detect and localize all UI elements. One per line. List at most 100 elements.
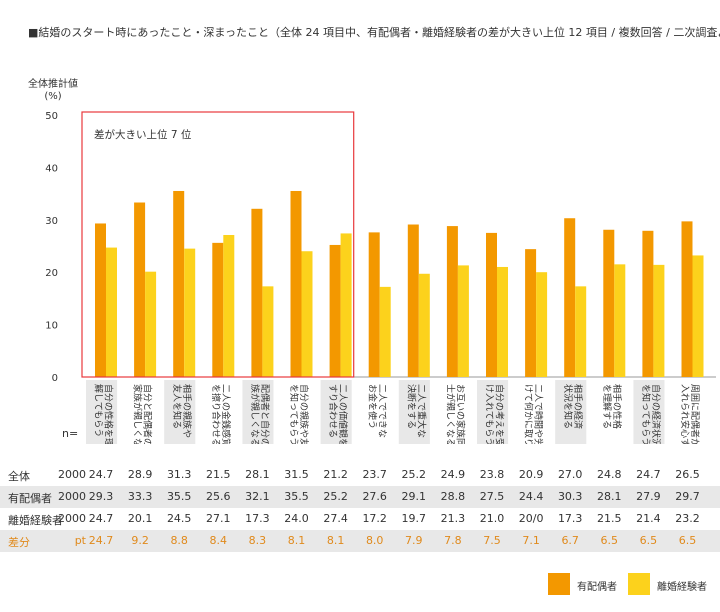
category-band <box>164 380 196 444</box>
bar <box>486 232 497 377</box>
x-tick-label: 相手の親族や友人を知る <box>171 384 193 438</box>
table-cell: 8.1 <box>326 534 345 547</box>
bar <box>692 255 704 377</box>
y-axis-title-line1: 全体推計値 <box>28 79 78 90</box>
table-cell: 24.9 <box>440 468 466 481</box>
y-tick-label: 20 <box>45 268 58 279</box>
x-tick-label: 相手の性格を理解する <box>601 384 623 429</box>
bar <box>212 242 224 377</box>
table-cell: 26.5 <box>675 468 700 481</box>
table-cell: 29.3 <box>88 490 114 503</box>
bar <box>536 272 548 377</box>
y-axis-title: 全体推計値 (%) <box>28 79 78 103</box>
table-cell: 28.9 <box>127 468 153 481</box>
table-cell: 24.7 <box>88 468 114 481</box>
bar <box>223 234 235 377</box>
table-cell: 20/0 <box>518 512 544 525</box>
table-cell: 6.5 <box>678 534 697 547</box>
x-tick-label: 二人でできなお金を使う <box>366 384 387 438</box>
category-band <box>242 380 274 444</box>
table-cell: 28.1 <box>245 468 270 481</box>
y-axis-title-line2: (%) <box>44 91 62 102</box>
category-band <box>320 380 352 444</box>
table-cell: 8.0 <box>365 534 384 547</box>
bar <box>340 233 352 377</box>
table-row: 有配偶者 2000 29.3 33.3 35.5 25.6 32.1 35.5 25.2 27.6… <box>0 486 720 508</box>
table-cell: 24.5 <box>166 512 192 525</box>
table-cell: 17.2 <box>362 512 387 525</box>
column-bands <box>86 380 665 444</box>
bar <box>134 202 146 377</box>
highlight-label: 差が大きい上位 7 位 <box>94 128 192 141</box>
x-tick-label: 二人の価値観をすり合わせる <box>327 384 349 444</box>
table-cell: 29.1 <box>401 490 427 503</box>
y-tick-label: 10 <box>45 321 58 332</box>
bar <box>603 229 615 377</box>
table-cell: 21.3 <box>440 512 466 525</box>
category-band <box>477 380 509 444</box>
bar <box>497 266 508 377</box>
row-label: 離婚経験者 <box>8 514 63 527</box>
table-cell: 29.7 <box>675 490 700 503</box>
table-cell: 8.1 <box>287 534 306 547</box>
bar <box>368 232 380 377</box>
row-label: 有配偶者 <box>8 492 52 505</box>
category-band <box>633 380 665 444</box>
table-cell: 27.0 <box>557 468 583 481</box>
bar <box>642 230 654 377</box>
bar <box>173 190 185 377</box>
table-cell: 21.5 <box>206 468 231 481</box>
table-cell: 24.7 <box>636 468 661 481</box>
table-row: 離婚経験者 2000 24.7 20.1 24.5 27.1 17.3 24.0 27.4 17.… <box>0 508 720 530</box>
table-cell: 24.4 <box>518 490 544 503</box>
table-cell: 8.3 <box>248 534 267 547</box>
row-n: 2000 <box>58 468 86 481</box>
table-cell: 19.7 <box>401 512 427 525</box>
table-row: 差分 pt 24.7 9.2 8.8 8.4 8.3 8.1 8.1 8.0 7.9 7.8 7.5 7.… <box>0 530 720 552</box>
table-cell: 6.5 <box>639 534 658 547</box>
row-n: 2000 <box>58 490 86 503</box>
category-labels: 自分の性格を理解してもらう 自分と配偶者のお家族が親しくなる 相手の親族や友人を知る… <box>93 384 701 444</box>
table-cell: 27.4 <box>323 512 348 525</box>
table-cell: 6.7 <box>561 534 579 547</box>
bar <box>290 190 302 377</box>
table-cell: 6.5 <box>600 534 619 547</box>
table-cell: 28.8 <box>440 490 466 503</box>
bar <box>653 264 665 377</box>
bar <box>575 286 587 377</box>
table-cell: 20.9 <box>518 468 544 481</box>
table-cell: 31.5 <box>284 468 309 481</box>
bar <box>614 264 626 377</box>
table-cell: 35.5 <box>284 490 309 503</box>
table-cell: 24.7 <box>88 534 114 547</box>
table-cell: 23.8 <box>479 468 505 481</box>
row-n: 2000 <box>58 512 86 525</box>
y-tick-label: 0 <box>52 373 58 384</box>
table-cell: 31.3 <box>166 468 192 481</box>
table-row: 全体 2000 24.7 28.9 31.3 21.5 28.1 31.5 21.2 23.7 25… <box>0 464 720 486</box>
x-tick-label: 相手の経済状況を知る <box>562 384 584 429</box>
x-tick-label: 二人で時間や労力をかけて何かに取り組む <box>523 384 545 444</box>
y-tick-label: 40 <box>45 163 58 174</box>
highlight-box <box>81 111 355 378</box>
bar-chart: 0 10 20 30 40 50 自分の性格を理解してもらう 自分と配偶者のお家族が親しくな… <box>45 111 716 444</box>
table-cell: 7.1 <box>522 534 540 547</box>
table-cell: 27.5 <box>479 490 505 503</box>
y-tick-label: 30 <box>45 216 58 227</box>
legend-swatch-divorced <box>628 573 650 595</box>
bar <box>525 249 537 377</box>
table-cell: 21.4 <box>636 512 661 525</box>
table-cell: 21.5 <box>597 512 622 525</box>
table-cell: 24.0 <box>284 512 309 525</box>
table-cell: 21.2 <box>323 468 348 481</box>
x-tick-label: 二人の金銭感覚を擦り合わせる <box>210 384 232 444</box>
bar <box>407 224 419 377</box>
bar <box>457 265 469 377</box>
table-cell: 33.3 <box>127 490 153 503</box>
table-cell: 8.8 <box>170 534 188 547</box>
legend-label-divorced: 離婚経験者 <box>657 582 707 593</box>
table-cell: 23.7 <box>362 468 387 481</box>
table-cell: 7.9 <box>405 534 423 547</box>
bar <box>95 223 106 377</box>
table-cell: 25.2 <box>401 468 427 481</box>
